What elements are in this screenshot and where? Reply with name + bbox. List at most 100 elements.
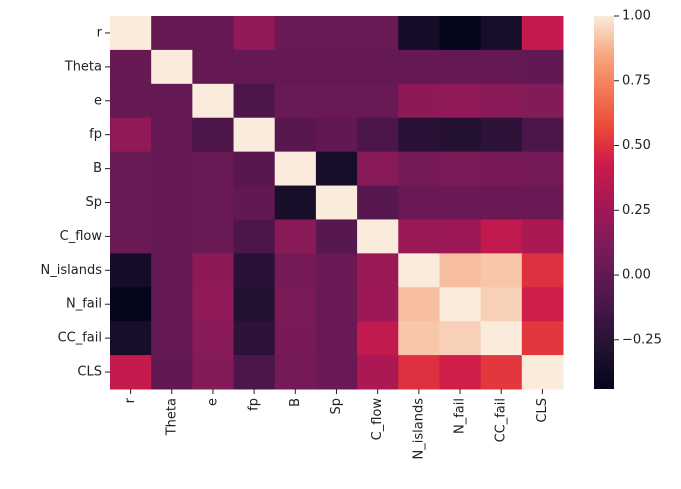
y-tick-label: B — [93, 161, 102, 176]
heatmap-cell — [274, 287, 317, 322]
y-tick-label: r — [97, 25, 103, 40]
heatmap-cell — [233, 321, 276, 356]
heatmap-cell — [151, 117, 193, 153]
heatmap-cell — [357, 117, 399, 153]
heatmap-cell — [233, 287, 276, 322]
heatmap-cell — [110, 49, 152, 85]
y-tick-label: N_fail — [66, 297, 102, 312]
heatmap-cell — [439, 219, 482, 254]
heatmap-cell — [233, 219, 276, 254]
heatmap-cell — [480, 83, 523, 119]
heatmap-cell — [315, 83, 358, 119]
y-tick-label: fp — [89, 127, 102, 142]
x-tick-label: Theta — [164, 398, 179, 436]
heatmap-cells — [110, 16, 564, 390]
x-tick-label: C_flow — [370, 398, 385, 441]
heatmap-cell — [398, 287, 440, 322]
heatmap-cell — [274, 83, 317, 119]
y-tick-label: C_flow — [60, 229, 103, 244]
heatmap-cell — [192, 16, 235, 51]
heatmap-cell — [398, 83, 440, 119]
heatmap-cell — [357, 83, 399, 119]
heatmap-cell — [315, 49, 358, 85]
heatmap-cell — [439, 117, 482, 153]
heatmap-cell — [315, 117, 358, 153]
heatmap-cell — [398, 117, 440, 153]
x-tick-label: CC_fail — [494, 398, 509, 442]
heatmap-cell — [439, 151, 482, 187]
heatmap-cell — [398, 321, 440, 356]
heatmap-cell — [357, 151, 399, 187]
heatmap-cell — [192, 151, 235, 187]
heatmap-cell — [398, 49, 440, 85]
heatmap-cell — [315, 185, 358, 220]
heatmap-cell — [357, 287, 399, 322]
heatmap-cell — [521, 151, 564, 187]
heatmap-cell — [521, 185, 564, 220]
x-tick-label: N_islands — [411, 398, 426, 460]
heatmap-cell — [151, 321, 193, 356]
x-tick-label: r — [123, 397, 138, 403]
heatmap-cell — [439, 83, 482, 119]
colorbar-tick-label: 0.50 — [622, 138, 651, 153]
x-tick-label: B — [288, 398, 303, 407]
heatmap-cell — [480, 321, 523, 356]
heatmap-cell — [521, 253, 564, 288]
heatmap-cell — [233, 49, 276, 85]
heatmap-cell — [398, 355, 440, 390]
heatmap-cell — [192, 253, 235, 288]
heatmap-cell — [357, 16, 399, 51]
y-tick-label: CLS — [77, 365, 102, 380]
heatmap-cell — [439, 287, 482, 322]
heatmap-cell — [151, 253, 193, 288]
heatmap-cell — [233, 355, 276, 390]
heatmap-cell — [110, 355, 152, 390]
heatmap-cell — [192, 117, 235, 153]
heatmap-cell — [233, 83, 276, 119]
heatmap-cell — [315, 151, 358, 187]
colorbar-tick-label: −0.25 — [622, 332, 662, 347]
heatmap-cell — [357, 253, 399, 288]
heatmap-cell — [480, 151, 523, 187]
heatmap-cell — [439, 49, 482, 85]
heatmap-cell — [274, 253, 317, 288]
heatmap-cell — [521, 355, 564, 390]
heatmap-cell — [274, 321, 317, 356]
heatmap-cell — [151, 185, 193, 220]
heatmap-cell — [110, 219, 152, 254]
y-tick-label: Sp — [85, 195, 102, 210]
heatmap-cell — [357, 321, 399, 356]
y-tick-label: e — [94, 93, 102, 108]
heatmap-cell — [315, 253, 358, 288]
heatmap-cell — [315, 219, 358, 254]
heatmap-cell — [274, 151, 317, 187]
heatmap-cell — [151, 151, 193, 187]
heatmap-cell — [480, 355, 523, 390]
heatmap-cell — [151, 355, 193, 390]
heatmap-cell — [315, 321, 358, 356]
x-tick-label: N_fail — [453, 398, 468, 434]
y-tick-label: CC_fail — [58, 331, 102, 346]
heatmap-cell — [110, 151, 152, 187]
heatmap-cell — [233, 253, 276, 288]
heatmap-cell — [274, 185, 317, 220]
heatmap-cell — [151, 83, 193, 119]
heatmap-cell — [315, 287, 358, 322]
heatmap-cell — [110, 321, 152, 356]
colorbar-tick-label: 0.75 — [622, 73, 651, 88]
colorbar-ticks: 1.00 0.75 0.50 0.25 0.00 −0.25 — [614, 9, 662, 347]
heatmap-cell — [521, 117, 564, 153]
heatmap-cell — [521, 83, 564, 119]
heatmap-cell — [233, 185, 276, 220]
heatmap-cell — [357, 219, 399, 254]
colorbar-tick-label: 0.00 — [622, 268, 651, 283]
heatmap-cell — [357, 185, 399, 220]
x-tick-label: CLS — [535, 398, 550, 423]
heatmap-cell — [110, 185, 152, 220]
heatmap-cell — [521, 287, 564, 322]
heatmap-cell — [151, 16, 193, 51]
heatmap-cell — [192, 185, 235, 220]
heatmap-cell — [233, 16, 276, 51]
heatmap-cell — [274, 117, 317, 153]
